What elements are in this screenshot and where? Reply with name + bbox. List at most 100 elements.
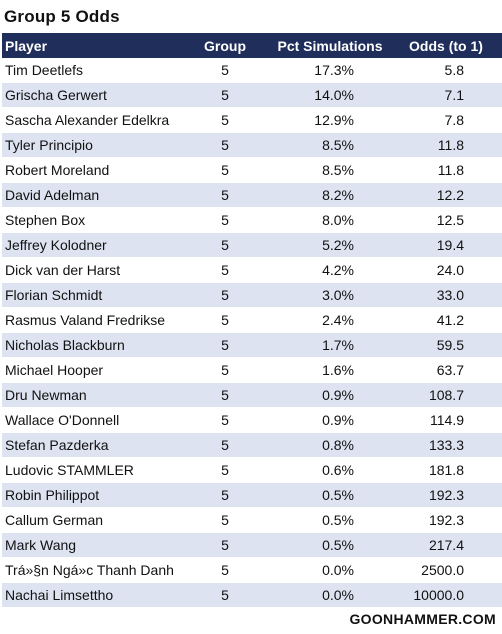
- column-header-odds: Odds (to 1): [390, 33, 502, 58]
- odds-cell: 7.1: [390, 82, 502, 108]
- odds-table: Player Group Pct Simulations Odds (to 1)…: [2, 33, 502, 608]
- odds-cell: 33.0: [390, 282, 502, 308]
- group-cell: 5: [180, 407, 270, 433]
- odds-cell: 217.4: [390, 532, 502, 558]
- table-body: Tim Deetlefs 5 17.3% 5.8 Grischa Gerwert 5 14.…: [2, 58, 502, 608]
- pct-cell: 0.0%: [270, 582, 390, 608]
- group-cell: 5: [180, 182, 270, 208]
- group-cell: 5: [180, 157, 270, 183]
- table-row: Jeffrey Kolodner 5 5.2% 19.4: [2, 232, 502, 258]
- table-row: Stefan Pazderka 5 0.8% 133.3: [2, 432, 502, 458]
- group-cell: 5: [180, 257, 270, 283]
- odds-cell: 192.3: [390, 507, 502, 533]
- odds-cell: 11.8: [390, 157, 502, 183]
- player-cell: Mark Wang: [2, 532, 180, 558]
- player-cell: Dru Newman: [2, 382, 180, 408]
- source-credit: GOONHAMMER.COM: [349, 611, 496, 627]
- pct-cell: 14.0%: [270, 82, 390, 108]
- group-cell: 5: [180, 582, 270, 608]
- table-row: Sascha Alexander Edelkra 5 12.9% 7.8: [2, 107, 502, 133]
- odds-cell: 7.8: [390, 107, 502, 133]
- table-row: Robert Moreland 5 8.5% 11.8: [2, 157, 502, 183]
- pct-cell: 0.5%: [270, 482, 390, 508]
- player-cell: David Adelman: [2, 182, 180, 208]
- group-cell: 5: [180, 207, 270, 233]
- player-cell: Nicholas Blackburn: [2, 332, 180, 358]
- group-cell: 5: [180, 382, 270, 408]
- column-header-group: Group: [180, 33, 270, 58]
- table-row: Callum German 5 0.5% 192.3: [2, 507, 502, 533]
- table-row: Grischa Gerwert 5 14.0% 7.1: [2, 82, 502, 108]
- player-cell: Florian Schmidt: [2, 282, 180, 308]
- player-cell: Rasmus Valand Fredrikse: [2, 307, 180, 333]
- table-row: Dick van der Harst 5 4.2% 24.0: [2, 257, 502, 283]
- pct-cell: 12.9%: [270, 107, 390, 133]
- group-cell: 5: [180, 332, 270, 358]
- odds-cell: 192.3: [390, 482, 502, 508]
- odds-cell: 10000.0: [390, 582, 502, 608]
- group-cell: 5: [180, 107, 270, 133]
- group-cell: 5: [180, 232, 270, 258]
- odds-cell: 59.5: [390, 332, 502, 358]
- pct-cell: 0.5%: [270, 507, 390, 533]
- odds-cell: 133.3: [390, 432, 502, 458]
- pct-cell: 0.5%: [270, 532, 390, 558]
- table-row: Wallace O'Donnell 5 0.9% 114.9: [2, 407, 502, 433]
- table-row: Rasmus Valand Fredrikse 5 2.4% 41.2: [2, 307, 502, 333]
- odds-cell: 12.2: [390, 182, 502, 208]
- odds-cell: 19.4: [390, 232, 502, 258]
- table-row: Trá»§n Ngá»c Thanh Danh 5 0.0% 2500.0: [2, 557, 502, 583]
- player-cell: Trá»§n Ngá»c Thanh Danh: [2, 557, 180, 583]
- odds-cell: 12.5: [390, 207, 502, 233]
- player-cell: Grischa Gerwert: [2, 82, 180, 108]
- group-cell: 5: [180, 482, 270, 508]
- pct-cell: 0.9%: [270, 382, 390, 408]
- table-row: Tyler Principio 5 8.5% 11.8: [2, 132, 502, 158]
- pct-cell: 0.8%: [270, 432, 390, 458]
- group-cell: 5: [180, 132, 270, 158]
- player-cell: Jeffrey Kolodner: [2, 232, 180, 258]
- group-cell: 5: [180, 532, 270, 558]
- player-cell: Robert Moreland: [2, 157, 180, 183]
- group-cell: 5: [180, 557, 270, 583]
- player-cell: Dick van der Harst: [2, 257, 180, 283]
- column-header-player: Player: [2, 33, 180, 58]
- pct-cell: 1.6%: [270, 357, 390, 383]
- pct-cell: 8.5%: [270, 132, 390, 158]
- table-row: Nachai Limsettho 5 0.0% 10000.0: [2, 582, 502, 608]
- pct-cell: 8.0%: [270, 207, 390, 233]
- table-header-row: Player Group Pct Simulations Odds (to 1): [2, 33, 502, 58]
- table-row: Nicholas Blackburn 5 1.7% 59.5: [2, 332, 502, 358]
- table-row: Robin Philippot 5 0.5% 192.3: [2, 482, 502, 508]
- pct-cell: 1.7%: [270, 332, 390, 358]
- pct-cell: 17.3%: [270, 58, 390, 83]
- odds-cell: 41.2: [390, 307, 502, 333]
- page-title: Group 5 Odds: [4, 7, 120, 26]
- table-row: David Adelman 5 8.2% 12.2: [2, 182, 502, 208]
- odds-cell: 181.8: [390, 457, 502, 483]
- table-row: Florian Schmidt 5 3.0% 33.0: [2, 282, 502, 308]
- odds-cell: 5.8: [390, 58, 502, 83]
- pct-cell: 8.2%: [270, 182, 390, 208]
- table-row: Mark Wang 5 0.5% 217.4: [2, 532, 502, 558]
- column-header-pct-simulations: Pct Simulations: [270, 33, 390, 58]
- group-cell: 5: [180, 357, 270, 383]
- pct-cell: 0.9%: [270, 407, 390, 433]
- group-cell: 5: [180, 507, 270, 533]
- odds-cell: 108.7: [390, 382, 502, 408]
- player-cell: Michael Hooper: [2, 357, 180, 383]
- group-cell: 5: [180, 82, 270, 108]
- table-row: Dru Newman 5 0.9% 108.7: [2, 382, 502, 408]
- table-row: Stephen Box 5 8.0% 12.5: [2, 207, 502, 233]
- table-row: Michael Hooper 5 1.6% 63.7: [2, 357, 502, 383]
- player-cell: Tyler Principio: [2, 132, 180, 158]
- player-cell: Robin Philippot: [2, 482, 180, 508]
- odds-cell: 11.8: [390, 132, 502, 158]
- pct-cell: 0.0%: [270, 557, 390, 583]
- group-cell: 5: [180, 307, 270, 333]
- odds-cell: 63.7: [390, 357, 502, 383]
- group-cell: 5: [180, 282, 270, 308]
- table-row: Ludovic STAMMLER 5 0.6% 181.8: [2, 457, 502, 483]
- pct-cell: 4.2%: [270, 257, 390, 283]
- pct-cell: 3.0%: [270, 282, 390, 308]
